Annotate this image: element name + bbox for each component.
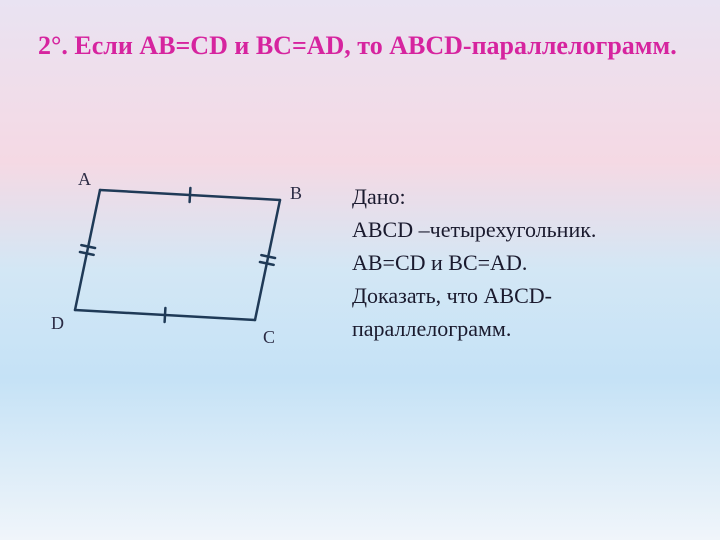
- given-line5: параллелограмм.: [352, 312, 692, 345]
- vertex-label-d: D: [51, 313, 64, 334]
- given-line3: AB=CD и BC=AD.: [352, 246, 692, 279]
- vertex-label-c: C: [263, 327, 275, 348]
- title-text: Если AB=CD и BC=AD, то ABCD-параллелогра…: [74, 31, 676, 60]
- parallelogram-diagram: A B C D: [40, 150, 340, 370]
- given-line2: ABCD –четырехугольник.: [352, 213, 692, 246]
- theorem-title: 2°. Если AB=CD и BC=AD, то ABCD-параллел…: [38, 28, 678, 63]
- vertex-label-a: A: [78, 169, 91, 190]
- given-line4: Доказать, что ABCD-: [352, 279, 692, 312]
- vertex-label-b: B: [290, 183, 302, 204]
- given-line1: Дано:: [352, 180, 692, 213]
- title-number: 2°.: [38, 31, 68, 60]
- given-block: Дано: ABCD –четырехугольник. AB=CD и BC=…: [352, 180, 692, 345]
